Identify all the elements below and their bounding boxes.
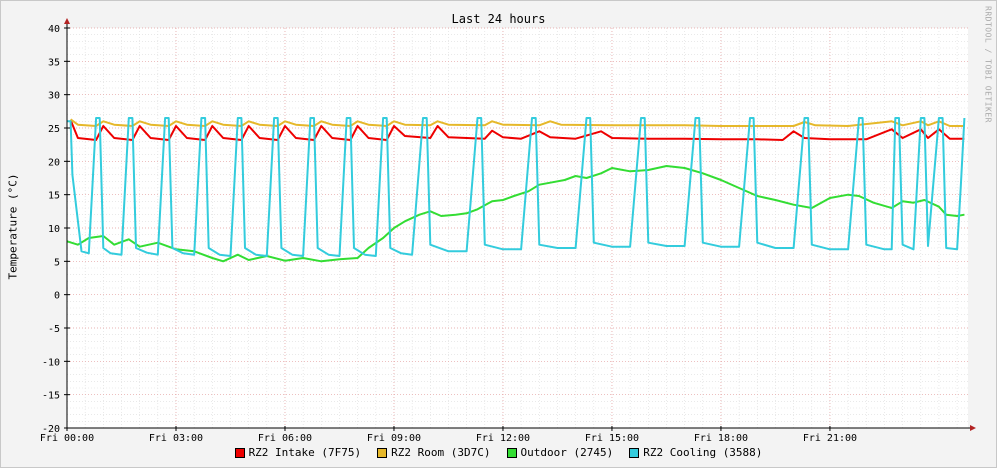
x-tick-label: Fri 03:00 [149,433,203,444]
y-tick-label: 30 [48,91,60,102]
legend: RZ2 Intake (7F75) RZ2 Room (3D7C) Outdoor … [0,446,997,459]
legend-swatch [234,447,245,458]
legend-item: Outdoor (2745) [506,446,614,459]
legend-item: RZ2 Intake (7F75) [234,446,362,459]
series-line-4 [67,117,966,257]
legend-swatch [629,447,640,458]
y-tick-label: -5 [48,324,60,335]
x-tick-label: Fri 06:00 [258,433,312,444]
legend-label: Outdoor (2745) [520,446,614,459]
y-tick-label: -15 [42,391,60,402]
x-tick-label: Fri 18:00 [694,433,748,444]
axes [64,18,976,431]
y-tick-label: -20 [42,424,60,435]
y-tick-label: -10 [42,357,60,368]
y-tick-label: 25 [48,124,60,135]
series-line-3 [66,165,965,263]
legend-label: RZ2 Room (3D7C) [391,446,491,459]
legend-swatch [377,447,388,458]
chart-title: Last 24 hours [451,12,546,26]
legend-swatch [506,447,517,458]
y-tick-label: 10 [48,224,60,235]
series-layer [66,117,966,263]
x-tick-label: Fri 00:00 [40,433,94,444]
legend-item: RZ2 Cooling (3588) [629,446,762,459]
y-tick-label: 40 [48,24,60,35]
series-line-2 [70,118,965,127]
x-axis-arrow-icon [970,425,976,431]
legend-label: RZ2 Cooling (3588) [643,446,763,459]
y-tick-label: 35 [48,57,60,68]
x-tick-label: Fri 12:00 [476,433,530,444]
x-tick-labels: Fri 00:00 Fri 03:00 Fri 06:00 Fri 09:00 Fri … [40,433,857,444]
x-tick-label: Fri 21:00 [803,433,857,444]
y-tick-label: 5 [54,257,60,268]
legend-item: RZ2 Room (3D7C) [377,446,491,459]
y-tick-label: 20 [48,157,60,168]
x-tick-label: Fri 15:00 [585,433,639,444]
y-tick-labels: -20 -15 -10 -5 0 5 10 15 20 25 30 35 40 [42,24,60,435]
y-tick-label: 0 [54,291,60,302]
y-tick-label: 15 [48,191,60,202]
x-tick-label: Fri 09:00 [367,433,421,444]
series-line-1 [69,119,965,141]
legend-label: RZ2 Intake (7F75) [248,446,362,459]
y-axis-arrow-icon [64,18,70,24]
